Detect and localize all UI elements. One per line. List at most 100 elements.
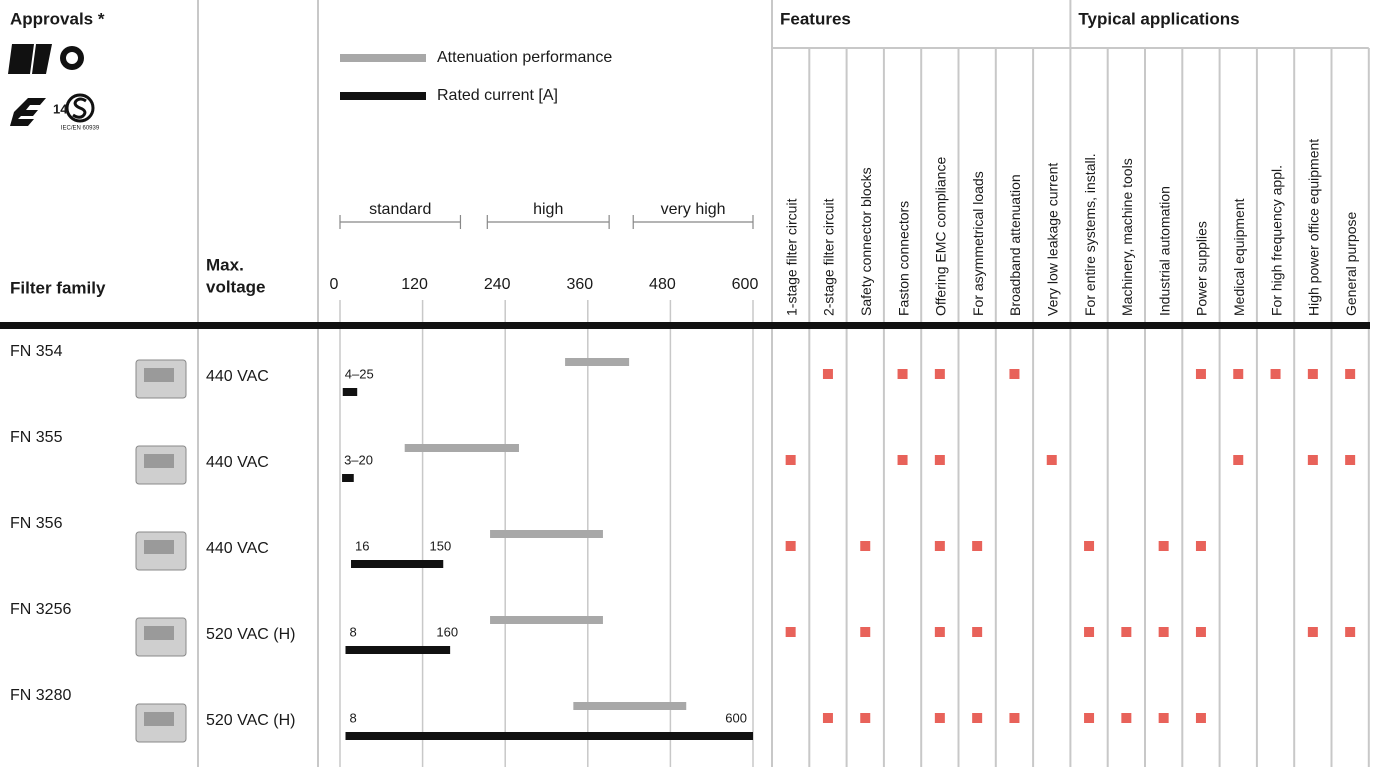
column-label: For asymmetrical loads — [970, 171, 986, 316]
column-label: Machinery, machine tools — [1119, 158, 1135, 316]
feature-marker — [1308, 369, 1318, 379]
filter-family: FN 354 — [10, 343, 63, 360]
feature-marker — [1121, 627, 1131, 637]
feature-marker — [1233, 369, 1243, 379]
feature-marker — [786, 541, 796, 551]
current-bar — [346, 732, 753, 740]
legend-attenuation: Attenuation performance — [437, 49, 612, 66]
column-label: For entire systems, install. — [1082, 153, 1098, 316]
feature-marker — [1159, 713, 1169, 723]
column-label: Safety connector blocks — [858, 167, 874, 316]
feature-marker — [935, 627, 945, 637]
scale-tick-label: 600 — [732, 276, 759, 293]
current-bar — [342, 474, 354, 482]
column-label: Medical equipment — [1231, 198, 1247, 316]
current-label: 4–25 — [345, 366, 374, 381]
column-label: General purpose — [1343, 211, 1359, 316]
feature-marker — [1159, 627, 1169, 637]
feature-marker — [898, 455, 908, 465]
max-voltage: 440 VAC — [206, 454, 269, 471]
selection-table: Approvals *IEC/EN 6093914Filter familyMa… — [0, 0, 1378, 767]
column-label: High power office equipment — [1306, 139, 1322, 316]
attenuation-bar — [573, 702, 686, 710]
filter-family: FN 356 — [10, 515, 63, 532]
current-bar — [343, 388, 357, 396]
feature-marker — [1196, 627, 1206, 637]
legend-current: Rated current [A] — [437, 87, 558, 104]
column-label: Offering EMC compliance — [933, 157, 949, 316]
product-image-detail — [144, 368, 174, 382]
max-voltage-header: voltage — [206, 277, 266, 296]
feature-marker — [1233, 455, 1243, 465]
current-label: 150 — [430, 538, 452, 553]
attenuation-bar — [405, 444, 519, 452]
column-label: 2-stage filter circuit — [821, 198, 837, 316]
feature-marker — [1196, 541, 1206, 551]
max-voltage: 440 VAC — [206, 540, 269, 557]
scale-tick-label: 240 — [484, 276, 511, 293]
column-label: Broadband attenuation — [1007, 174, 1023, 316]
feature-marker — [935, 369, 945, 379]
scale-tick-label: 360 — [566, 276, 593, 293]
ul-logo — [8, 44, 52, 74]
column-label: For high frequency appl. — [1268, 165, 1284, 316]
feature-marker — [972, 713, 982, 723]
feature-marker — [898, 369, 908, 379]
product-image-detail — [144, 626, 174, 640]
filter-family-header: Filter family — [10, 278, 106, 297]
current-label: 160 — [436, 624, 458, 639]
feature-marker — [972, 627, 982, 637]
feature-marker — [860, 713, 870, 723]
approval-note: IEC/EN 60939 — [61, 126, 100, 132]
enec-number: 14 — [53, 101, 68, 116]
approval-logos — [8, 44, 93, 126]
max-voltage: 440 VAC — [206, 368, 269, 385]
legend-swatch-current — [340, 92, 426, 100]
attenuation-bar — [490, 530, 603, 538]
range-label: high — [533, 201, 563, 218]
feature-marker — [1345, 455, 1355, 465]
current-bar — [351, 560, 443, 568]
feature-marker — [1084, 713, 1094, 723]
filter-family: FN 355 — [10, 429, 63, 446]
product-image-detail — [144, 712, 174, 726]
feature-marker — [860, 541, 870, 551]
range-label: very high — [661, 201, 726, 218]
column-label: Very low leakage current — [1044, 163, 1060, 316]
column-label: 1-stage filter circuit — [783, 198, 799, 316]
feature-marker — [1345, 369, 1355, 379]
current-label: 8 — [350, 710, 357, 725]
feature-marker — [1084, 541, 1094, 551]
feature-marker — [1009, 713, 1019, 723]
scale-tick-label: 120 — [401, 276, 428, 293]
feature-marker — [823, 369, 833, 379]
filter-family: FN 3280 — [10, 687, 71, 704]
legend-swatch-attenuation — [340, 54, 426, 62]
feature-marker — [935, 713, 945, 723]
column-label: Faston connectors — [895, 201, 911, 316]
header-bottom-rule — [0, 322, 1370, 329]
column-label: Power supplies — [1194, 221, 1210, 316]
applications-title: Typical applications — [1078, 9, 1239, 28]
feature-marker — [935, 541, 945, 551]
feature-marker — [1159, 541, 1169, 551]
feature-marker — [935, 455, 945, 465]
current-label: 600 — [725, 710, 747, 725]
feature-marker — [1308, 627, 1318, 637]
feature-marker — [1121, 713, 1131, 723]
feature-marker — [1084, 627, 1094, 637]
max-voltage-header: Max. — [206, 255, 244, 274]
current-label: 3–20 — [344, 452, 373, 467]
current-label: 16 — [355, 538, 369, 553]
enec-logo — [10, 98, 46, 126]
attenuation-bar — [565, 358, 629, 366]
csa-logo-inner — [66, 52, 78, 64]
product-image-detail — [144, 540, 174, 554]
feature-marker — [1009, 369, 1019, 379]
feature-marker — [860, 627, 870, 637]
feature-marker — [786, 627, 796, 637]
feature-marker — [1308, 455, 1318, 465]
feature-marker — [1047, 455, 1057, 465]
feature-marker — [823, 713, 833, 723]
max-voltage: 520 VAC (H) — [206, 626, 296, 643]
